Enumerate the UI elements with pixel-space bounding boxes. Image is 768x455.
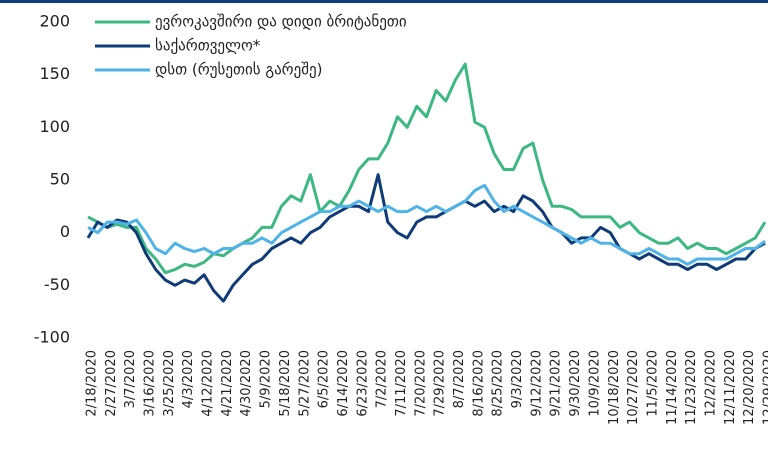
x-tick-label: 6/5/2020 — [317, 350, 332, 408]
x-tick-label: 2/18/2020 — [85, 350, 100, 417]
x-tick-label: 12/11/2020 — [723, 350, 738, 425]
x-tick-label: 7/29/2020 — [433, 350, 448, 417]
legend-label: დსთ (რუსეთის გარეშე) — [155, 61, 322, 79]
x-tick-label: 6/23/2020 — [355, 350, 370, 417]
x-tick-label: 5/27/2020 — [297, 350, 312, 417]
top-border — [0, 0, 768, 3]
x-tick-label: 10/27/2020 — [626, 350, 641, 425]
x-tick-label: 4/21/2020 — [220, 350, 235, 417]
x-tick-label: 9/3/2020 — [510, 350, 525, 408]
x-tick-label: 9/12/2020 — [529, 350, 544, 417]
x-tick-label: 8/16/2020 — [471, 350, 486, 417]
x-tick-label: 3/7/2020 — [123, 350, 138, 408]
x-tick-label: 8/7/2020 — [452, 350, 467, 408]
x-tick-label: 12/29/2020 — [762, 350, 768, 425]
x-tick-label: 10/9/2020 — [587, 350, 602, 417]
x-tick-label: 2/27/2020 — [104, 350, 119, 417]
x-tick-label: 5/9/2020 — [259, 350, 274, 408]
x-tick-label: 7/20/2020 — [413, 350, 428, 417]
y-tick-label: 100 — [39, 117, 70, 136]
y-tick-label: -100 — [34, 328, 70, 347]
y-tick-label: 200 — [39, 12, 70, 31]
y-tick-label: 150 — [39, 64, 70, 83]
x-tick-label: 11/5/2020 — [645, 350, 660, 417]
legend-label: ევროკავშირი და დიდი ბრიტანეთი — [155, 13, 407, 31]
y-tick-label: 50 — [50, 170, 70, 189]
x-tick-label: 7/11/2020 — [394, 350, 409, 417]
x-tick-label: 11/14/2020 — [665, 350, 680, 425]
series-line — [86, 173, 766, 303]
x-tick-label: 3/16/2020 — [143, 350, 158, 417]
x-tick-label: 9/30/2020 — [568, 350, 583, 417]
x-tick-label: 4/3/2020 — [181, 350, 196, 408]
x-tick-label: 11/23/2020 — [684, 350, 699, 425]
y-tick-label: 0 — [60, 222, 70, 241]
legend-label: საქართველო* — [155, 37, 261, 55]
x-tick-label: 4/30/2020 — [239, 350, 254, 417]
x-tick-label: 7/2/2020 — [375, 350, 390, 408]
series-line — [87, 183, 766, 266]
x-tick-label: 6/14/2020 — [336, 350, 351, 417]
x-tick-label: 4/12/2020 — [201, 350, 216, 417]
x-tick-label: 5/18/2020 — [278, 350, 293, 417]
series-line — [87, 62, 767, 275]
x-tick-label: 8/25/2020 — [491, 350, 506, 417]
x-tick-label: 12/20/2020 — [742, 350, 757, 425]
x-tick-label: 3/25/2020 — [162, 350, 177, 417]
x-tick-label: 10/18/2020 — [607, 350, 622, 425]
x-tick-label: 9/21/2020 — [549, 350, 564, 417]
x-tick-label: 12/2/2020 — [703, 350, 718, 417]
y-tick-label: -50 — [44, 275, 70, 294]
